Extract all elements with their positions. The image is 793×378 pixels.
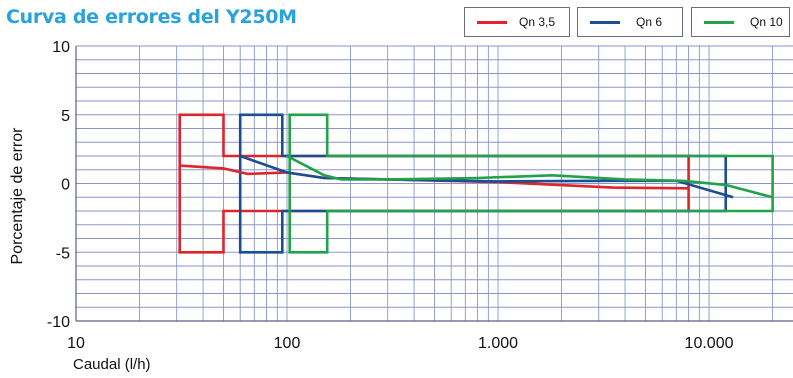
legend-label-qn-6: Qn 6: [636, 15, 663, 29]
y-tick-label: -5: [56, 245, 70, 262]
legend-swatch-qn-10: [704, 21, 734, 24]
x-tick-label: 100: [274, 335, 301, 352]
y-tick-label: 0: [61, 177, 70, 194]
x-tick-label: 10.000: [685, 335, 734, 352]
limit-envelope-series-1: [238, 113, 728, 254]
legend-label-qn-3-5: Qn 3,5: [519, 15, 556, 29]
x-tick-label: 1.000: [478, 335, 518, 352]
series-line-2: [286, 154, 773, 199]
limit-envelope-series-2: [288, 113, 774, 254]
legend-swatch-qn-3-5: [477, 21, 507, 24]
y-tick-label: 10: [52, 39, 70, 56]
y-axis-title: Porcentaje de error: [9, 127, 26, 265]
chart-title: Curva de errores del Y250M: [6, 6, 297, 28]
legend-item-qn-6: Qn 6: [577, 7, 683, 37]
legend-item-qn-10: Qn 10: [691, 7, 790, 37]
legend-swatch-qn-6: [590, 21, 620, 24]
y-tick-label: -10: [47, 314, 70, 331]
y-tick-label: 5: [61, 108, 70, 125]
x-tick-label: 10: [67, 335, 85, 352]
x-axis-title: Caudal (l/h): [73, 356, 151, 373]
legend-item-qn-3-5: Qn 3,5: [464, 7, 570, 37]
legend-label-qn-10: Qn 10: [750, 15, 783, 29]
